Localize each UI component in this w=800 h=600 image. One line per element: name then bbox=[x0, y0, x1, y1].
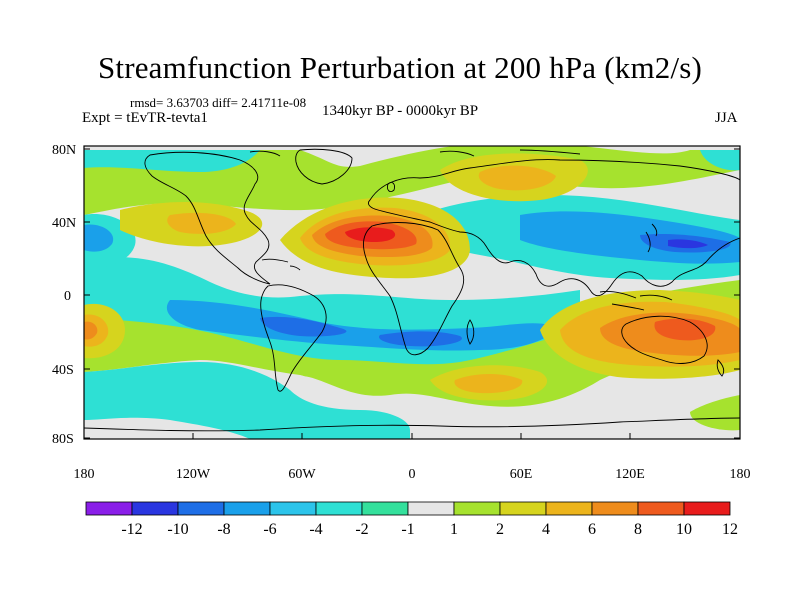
map-plot-area bbox=[84, 146, 740, 439]
time-period-label: 1340kyr BP - 0000kyr BP bbox=[322, 103, 479, 119]
field-core-tropical-darkblue bbox=[260, 316, 347, 337]
field-core-west-blue bbox=[84, 224, 114, 252]
coast-eurasia bbox=[367, 159, 740, 297]
field-band-north-cyan bbox=[84, 150, 260, 172]
field-core-atlantic-darkblue bbox=[379, 331, 462, 347]
field-band-se-green bbox=[690, 395, 740, 431]
coast-indonesia bbox=[599, 291, 673, 311]
coast-madagascar bbox=[466, 319, 475, 345]
lat-label: 40S bbox=[52, 363, 74, 378]
colorbar-box bbox=[85, 501, 133, 516]
lon-label: 120W bbox=[176, 467, 211, 482]
coast-africa bbox=[363, 222, 465, 356]
field-blob-southpac-darkorange bbox=[84, 321, 98, 340]
colorbar-box bbox=[315, 501, 363, 516]
field-band-south-cyan bbox=[84, 362, 410, 439]
colorbar-label: -8 bbox=[217, 521, 230, 538]
field-blob-west-orange bbox=[167, 212, 236, 234]
colorbar bbox=[85, 501, 731, 516]
colorbar-label: -2 bbox=[355, 521, 368, 538]
field-blob-africa-red bbox=[345, 227, 396, 242]
coast-new-zealand bbox=[716, 359, 725, 377]
colorbar-label: 12 bbox=[722, 521, 738, 538]
lat-label: 80S bbox=[52, 432, 74, 447]
lon-label: 180 bbox=[730, 467, 751, 482]
field-core-asia-deepblue bbox=[668, 239, 708, 249]
chart-title: Streamfunction Perturbation at 200 hPa (… bbox=[97, 50, 703, 85]
colorbar-label: 8 bbox=[634, 521, 642, 538]
lat-label: 0 bbox=[64, 289, 71, 304]
field-blob-australia-red-orange bbox=[654, 318, 716, 341]
colorbar-label: -6 bbox=[263, 521, 276, 538]
lon-label: 0 bbox=[409, 467, 416, 482]
lon-label: 180 bbox=[74, 467, 95, 482]
field-blob-north-orange bbox=[478, 165, 556, 191]
coast-north-america bbox=[144, 151, 271, 285]
coast-arctic-islands bbox=[249, 149, 581, 157]
colorbar-label: 1 bbox=[450, 521, 458, 538]
coast-japan bbox=[645, 223, 658, 253]
colorbar-box bbox=[269, 501, 317, 516]
colorbar-box bbox=[591, 501, 639, 516]
colorbar-box bbox=[453, 501, 501, 516]
coast-south-america bbox=[260, 284, 327, 392]
colorbar-box bbox=[545, 501, 593, 516]
colorbar-label: 4 bbox=[542, 521, 550, 538]
colorbar-label: -4 bbox=[309, 521, 322, 538]
colorbar-label: 2 bbox=[496, 521, 504, 538]
experiment-label: Expt = tEvTR-tevta1 bbox=[82, 110, 208, 126]
colorbar-box bbox=[177, 501, 225, 516]
lon-label: 120E bbox=[615, 467, 645, 482]
colorbar-box bbox=[223, 501, 271, 516]
colorbar-label: -10 bbox=[167, 521, 188, 538]
season-label: JJA bbox=[715, 110, 738, 126]
colorbar-box bbox=[407, 501, 455, 516]
colorbar-box bbox=[131, 501, 179, 516]
colorbar-box bbox=[637, 501, 685, 516]
colorbar-label: 10 bbox=[676, 521, 692, 538]
coastlines bbox=[84, 148, 740, 432]
colorbar-label: 6 bbox=[588, 521, 596, 538]
axis-ticks bbox=[83, 148, 741, 439]
coast-australia bbox=[621, 315, 708, 364]
lat-label: 80N bbox=[52, 143, 76, 158]
coast-caribbean bbox=[261, 258, 301, 271]
lat-label: 40N bbox=[52, 216, 76, 231]
lon-label: 60W bbox=[288, 467, 316, 482]
coast-british-isles bbox=[387, 181, 395, 193]
coast-antarctica bbox=[84, 417, 740, 432]
field-band-far-south-green bbox=[297, 363, 333, 378]
colorbar-box bbox=[361, 501, 409, 516]
field-blob-southind-orange bbox=[454, 374, 523, 394]
stats-line: rmsd= 3.63703 diff= 2.41711e-08 bbox=[130, 95, 307, 110]
colorbar-label: -1 bbox=[401, 521, 414, 538]
lon-label: 60E bbox=[510, 467, 533, 482]
coast-greenland bbox=[295, 148, 353, 185]
colorbar-label: -12 bbox=[121, 521, 142, 538]
field-band-ne-cyan bbox=[700, 150, 740, 171]
colorbar-box bbox=[683, 501, 731, 516]
colorbar-box bbox=[499, 501, 547, 516]
colorbar-labels: -12 -10 -8 -6 -4 -2 -1 1 2 4 6 8 10 12 bbox=[121, 521, 738, 538]
